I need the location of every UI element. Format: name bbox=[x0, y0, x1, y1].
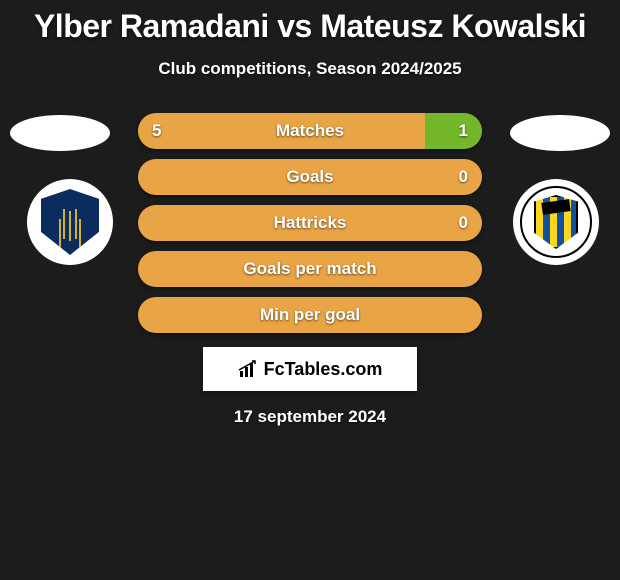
date-text: 17 september 2024 bbox=[0, 407, 620, 427]
player2-club-logo bbox=[513, 179, 599, 265]
stat-bar-label: Hattricks bbox=[138, 205, 482, 241]
stat-bar-right-value: 1 bbox=[459, 113, 468, 149]
stat-bar-left-value: 5 bbox=[152, 113, 161, 149]
stat-bar-label: Min per goal bbox=[138, 297, 482, 333]
stat-bar-right-value: 0 bbox=[459, 159, 468, 195]
player2-photo-placeholder bbox=[510, 115, 610, 151]
parma-ring-icon bbox=[520, 186, 592, 258]
stat-bar-label: Matches bbox=[138, 113, 482, 149]
stat-bar-row: Goals per match bbox=[138, 251, 482, 287]
player1-club-logo bbox=[27, 179, 113, 265]
vs-text: vs bbox=[277, 8, 312, 44]
stat-bar-label: Goals bbox=[138, 159, 482, 195]
subtitle: Club competitions, Season 2024/2025 bbox=[0, 59, 620, 79]
stat-bars: Matches51Goals0Hattricks0Goals per match… bbox=[138, 113, 482, 333]
stat-bar-row: Hattricks0 bbox=[138, 205, 482, 241]
stat-bar-row: Goals0 bbox=[138, 159, 482, 195]
player1-photo-placeholder bbox=[10, 115, 110, 151]
chart-area: Matches51Goals0Hattricks0Goals per match… bbox=[0, 113, 620, 333]
player2-name: Mateusz Kowalski bbox=[320, 8, 586, 44]
brand-text: FcTables.com bbox=[264, 359, 383, 380]
stat-bar-right-value: 0 bbox=[459, 205, 468, 241]
comparison-title: Ylber Ramadani vs Mateusz Kowalski bbox=[0, 0, 620, 45]
stat-bar-row: Matches5 1 bbox=[138, 113, 482, 149]
stat-bar-label: Goals per match bbox=[138, 251, 482, 287]
stat-bar-row: Min per goal bbox=[138, 297, 482, 333]
lecce-shield-icon bbox=[41, 189, 99, 255]
player1-name: Ylber Ramadani bbox=[34, 8, 269, 44]
brand-box: FcTables.com bbox=[203, 347, 417, 391]
parma-shield-icon bbox=[534, 195, 578, 249]
bar-chart-icon bbox=[238, 359, 258, 379]
